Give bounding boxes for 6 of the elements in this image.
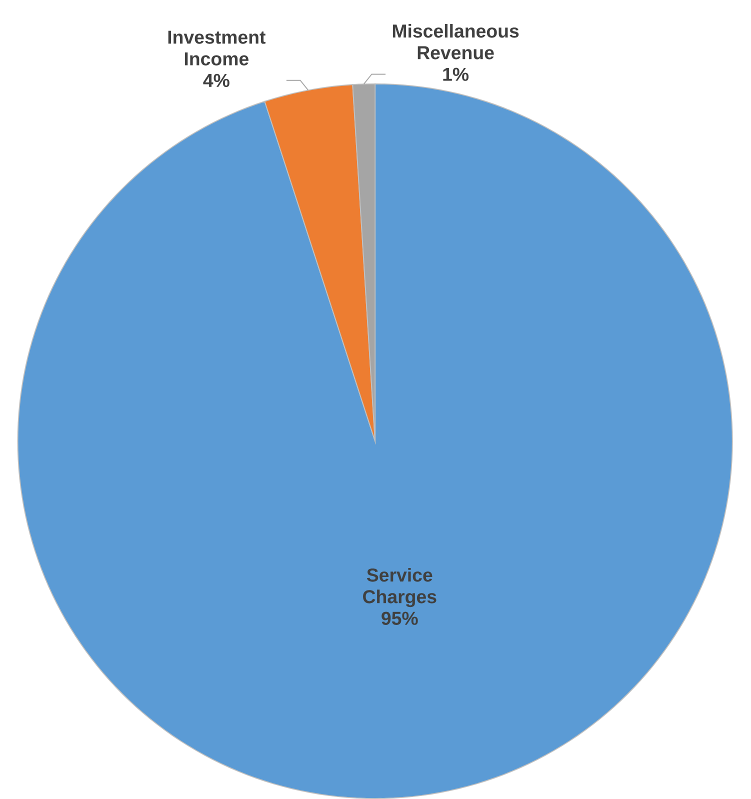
data-label: 95% — [382, 612, 418, 625]
slice-label: Investment Income — [168, 30, 266, 66]
data-label: 1% — [443, 68, 468, 81]
slice-label: Miscellaneous Revenue — [392, 24, 519, 60]
slice-label: Service Charges — [362, 568, 436, 608]
data-label: 4% — [203, 74, 230, 88]
